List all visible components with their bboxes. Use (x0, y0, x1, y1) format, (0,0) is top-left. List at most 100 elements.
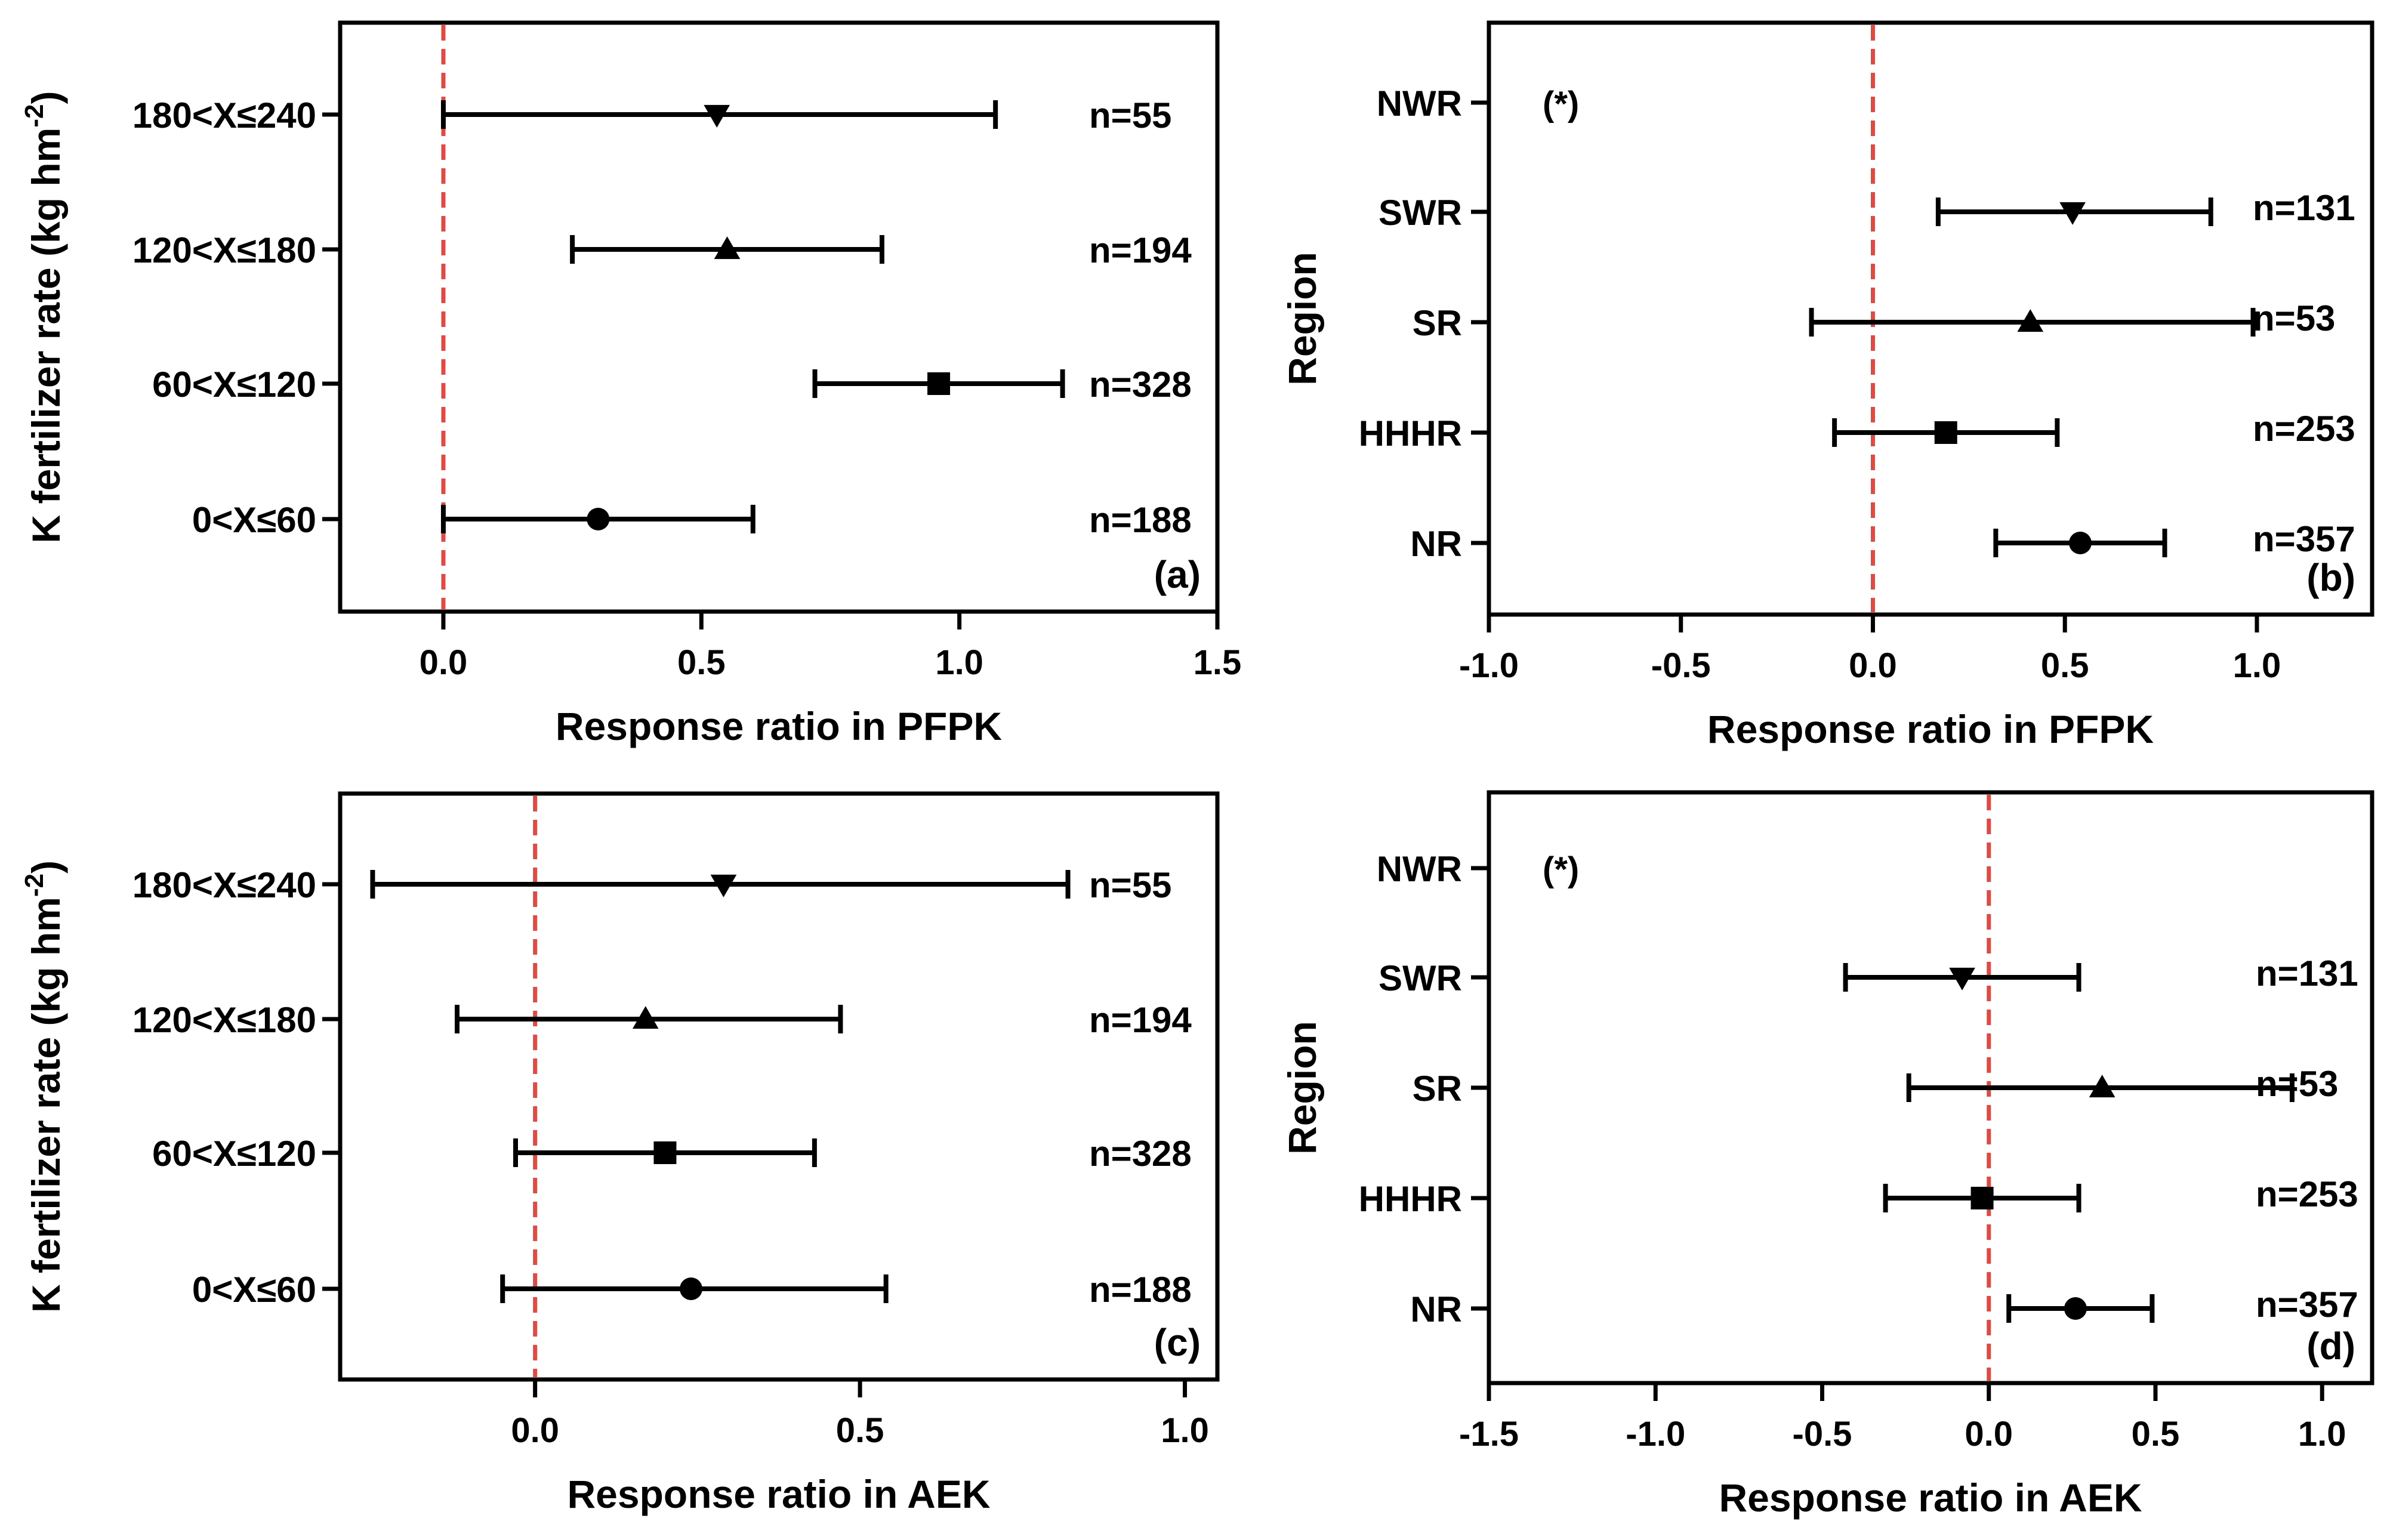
marker-square (653, 1141, 677, 1164)
marker-square (927, 372, 951, 395)
sample-size-label: n=55 (1089, 865, 1171, 905)
marker-triangle-down (2059, 202, 2086, 225)
y-category-label: 0<X≤60 (192, 1270, 316, 1310)
x-tick-label: 0.0 (1965, 1415, 2013, 1453)
y-category-label: NR (1410, 524, 1462, 564)
marker-circle (587, 508, 610, 530)
data-point-group: n=328 (513, 1134, 1192, 1174)
x-tick-label: 0.0 (511, 1411, 559, 1450)
x-tick-label: -0.5 (1651, 646, 1711, 685)
y-category-label: 180<X≤240 (132, 95, 316, 135)
y-category-label: 60<X≤120 (152, 365, 316, 405)
data-point-group: n=53 (1906, 1064, 2338, 1104)
data-point-group: n=55 (370, 865, 1171, 905)
y-category-label: NWR (1377, 84, 1462, 124)
y-axis-label-close: ) (24, 91, 68, 104)
y-category-label: SR (1413, 1069, 1462, 1109)
y-category-label: HHHR (1359, 1179, 1462, 1219)
annotation-asterisk: (*) (1543, 850, 1579, 889)
y-axis-label: K fertilizer rate (kg hm-2) (20, 860, 68, 1313)
plot-frame (338, 20, 1220, 614)
y-category-label: 180<X≤240 (132, 865, 316, 905)
sample-size-label: n=188 (1089, 500, 1192, 540)
data-point-group: n=194 (455, 1000, 1192, 1040)
data-point-group: n=131 (1935, 188, 2355, 228)
marker-triangle-down (704, 104, 730, 128)
plot-frame (338, 791, 1220, 1382)
x-tick-label: 1.0 (935, 643, 983, 682)
sample-size-label: n=253 (2256, 1174, 2358, 1214)
y-axis-label: K fertilizer rate (kg hm-2) (20, 91, 68, 544)
data-point-group: n=253 (1832, 409, 2355, 449)
x-tick-label: -0.5 (1793, 1415, 1852, 1453)
sample-size-label: n=328 (1089, 365, 1192, 405)
y-category-label: 60<X≤120 (152, 1134, 316, 1174)
marker-triangle-up (714, 236, 741, 260)
x-tick-label: -1.0 (1626, 1415, 1685, 1453)
sample-size-label: n=131 (2253, 188, 2355, 228)
sample-size-label: n=53 (2256, 1064, 2338, 1104)
sample-size-label: n=53 (2253, 298, 2335, 338)
panel-label: (b) (2306, 556, 2355, 599)
y-axis-label-close: ) (24, 860, 68, 874)
panel-label: (a) (1154, 553, 1201, 596)
x-tick-label: 0.5 (2132, 1415, 2180, 1453)
data-point-group: n=357 (2006, 1285, 2358, 1325)
data-point-group: n=55 (440, 95, 1171, 135)
sample-size-label: n=194 (1089, 230, 1192, 270)
data-point-group: n=357 (1993, 519, 2355, 559)
data-point-group: n=188 (440, 500, 1192, 540)
x-tick-label: 1.5 (1194, 643, 1242, 682)
panel-a: 0.0 0.5 1.0 1.5 Response ratio in PFPK K fert… (20, 20, 1242, 748)
sample-size-label: n=328 (1089, 1134, 1192, 1174)
marker-square (1970, 1187, 1994, 1209)
x-tick-label: 0.5 (836, 1411, 884, 1450)
marker-triangle-up (2017, 309, 2044, 332)
y-category-label: SR (1413, 303, 1462, 343)
x-tick-label: 1.0 (1161, 1411, 1209, 1450)
x-tick-label: 0.5 (2041, 646, 2089, 685)
marker-circle (2068, 532, 2092, 554)
marker-triangle-up (2089, 1075, 2115, 1098)
marker-circle (680, 1277, 702, 1300)
panel-b: -1.0 -0.5 0.0 0.5 1.0 Response ratio in PFPK R… (1280, 20, 2374, 751)
plot-frame (1487, 20, 2374, 617)
x-axis-label: Response ratio in AEK (567, 1472, 990, 1516)
marker-square (1934, 421, 1957, 444)
y-axis-label-superscript: -2 (20, 874, 49, 897)
marker-triangle-down (710, 874, 737, 897)
y-category-label: 0<X≤60 (192, 500, 316, 540)
data-point-group: n=253 (1883, 1174, 2358, 1214)
y-category-label: 120<X≤180 (132, 1000, 316, 1040)
data-point-group: n=131 (1843, 953, 2358, 993)
data-point-group: n=328 (812, 365, 1192, 405)
panel-d: -1.5 -1.0 -0.5 0.0 0.5 1.0 Response ratio in A… (1280, 790, 2374, 1520)
x-tick-label: -1.5 (1459, 1415, 1519, 1453)
sample-size-label: n=194 (1089, 1000, 1192, 1040)
y-axis-label-superscript: -2 (20, 104, 49, 128)
y-axis-label: Region (1280, 1021, 1324, 1155)
y-category-label: 120<X≤180 (132, 230, 316, 270)
y-category-label: SWR (1379, 193, 1462, 233)
sample-size-label: n=131 (2256, 953, 2358, 993)
x-axis-label: Response ratio in PFPK (556, 704, 1002, 748)
sample-size-label: n=357 (2253, 519, 2355, 559)
x-tick-label: 0.0 (1849, 646, 1897, 685)
annotation-asterisk: (*) (1543, 85, 1579, 124)
panel-label: (c) (1154, 1321, 1201, 1364)
sample-size-label: n=357 (2256, 1285, 2358, 1325)
sample-size-label: n=253 (2253, 409, 2355, 449)
sample-size-label: n=55 (1089, 95, 1171, 135)
marker-triangle-up (632, 1006, 659, 1029)
y-category-label: HHHR (1359, 413, 1462, 453)
data-point-group: n=194 (570, 230, 1192, 270)
y-category-label: NR (1410, 1289, 1462, 1329)
panel-label: (d) (2306, 1325, 2355, 1368)
y-axis-label: Region (1280, 252, 1324, 385)
y-category-label: NWR (1377, 849, 1462, 889)
x-tick-label: 1.0 (2298, 1415, 2346, 1453)
x-tick-label: 1.0 (2233, 646, 2281, 685)
marker-triangle-down (1949, 967, 1975, 990)
sample-size-label: n=188 (1089, 1270, 1192, 1310)
